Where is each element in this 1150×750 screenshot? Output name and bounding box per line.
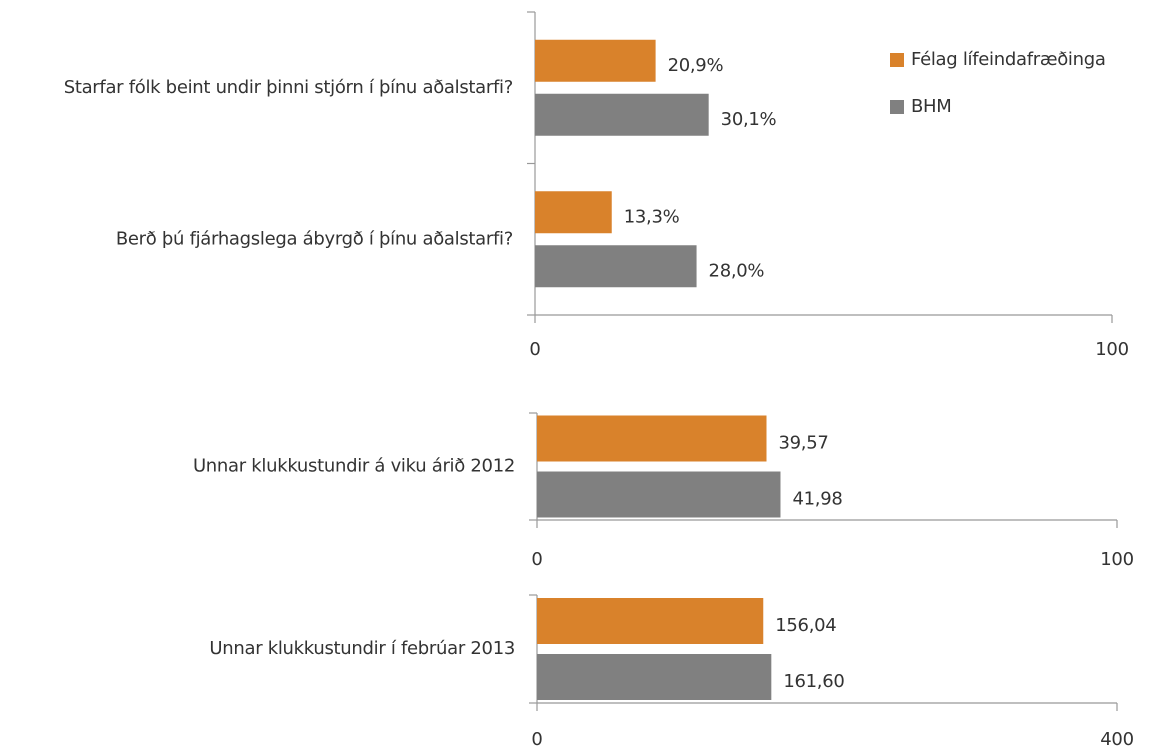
bar xyxy=(535,93,709,136)
category-label: Unnar klukkustundir á viku árið 2012 xyxy=(193,456,515,477)
legend-swatch xyxy=(890,53,904,67)
bar xyxy=(537,654,772,700)
legend-label: Félag lífeindafræðinga xyxy=(911,49,1106,70)
value-label: 39,57 xyxy=(779,433,829,454)
x-tick-label: 0 xyxy=(531,729,542,750)
x-tick-label: 0 xyxy=(531,549,542,570)
bar xyxy=(537,471,781,518)
legend-label: BHM xyxy=(911,96,952,117)
value-label: 156,04 xyxy=(775,615,836,636)
bar xyxy=(535,245,697,288)
value-label: 41,98 xyxy=(792,489,842,510)
bar xyxy=(537,415,767,462)
value-label: 161,60 xyxy=(783,671,844,692)
category-label: Unnar klukkustundir í febrúar 2013 xyxy=(209,638,515,659)
bar xyxy=(537,598,764,644)
value-label: 20,9% xyxy=(668,55,724,76)
category-label: Starfar fólk beint undir þinni stjórn í … xyxy=(64,77,513,98)
category-label: Berð þú fjárhagslega ábyrgð í þínu aðals… xyxy=(116,228,513,249)
x-tick-label: 0 xyxy=(529,339,540,360)
value-label: 28,0% xyxy=(709,260,765,281)
value-label: 13,3% xyxy=(624,206,680,227)
x-tick-label: 400 xyxy=(1100,729,1133,750)
bar xyxy=(535,39,656,82)
value-label: 30,1% xyxy=(721,109,777,130)
bar xyxy=(535,191,612,234)
legend-swatch xyxy=(890,100,904,114)
x-tick-label: 100 xyxy=(1100,549,1133,570)
x-tick-label: 100 xyxy=(1095,339,1128,360)
